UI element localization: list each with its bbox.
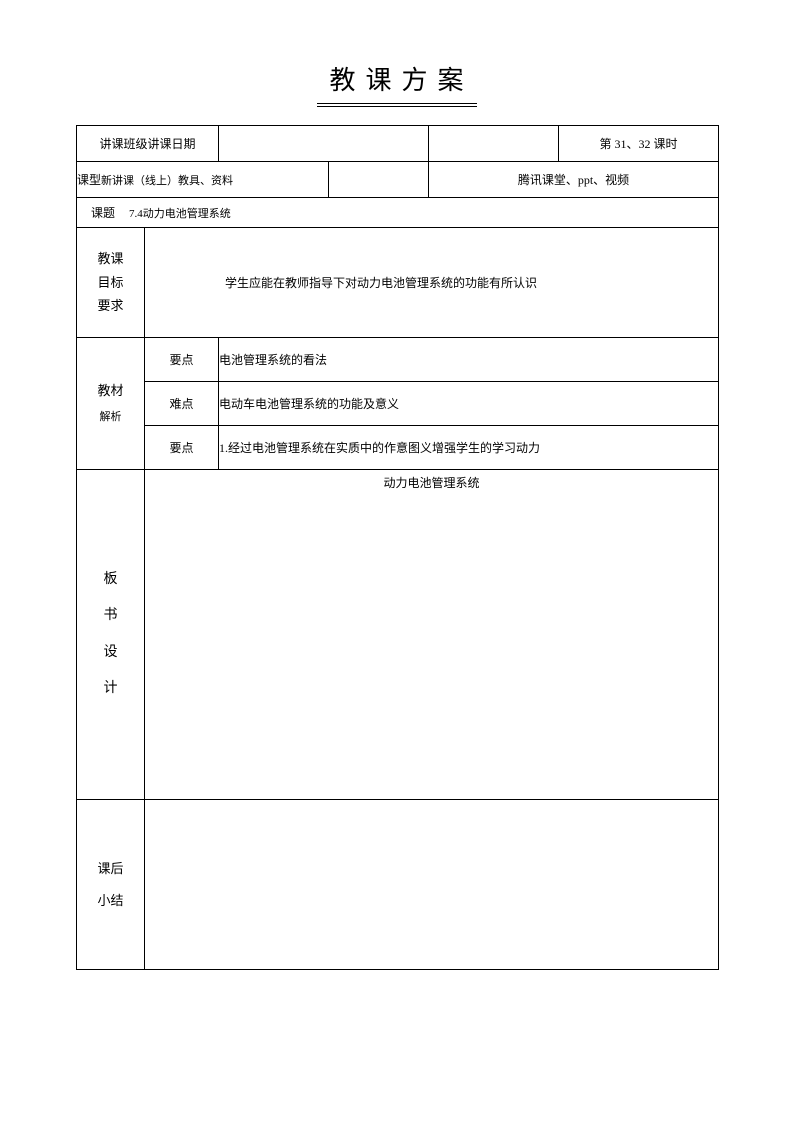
- objective-label: 教课 目标 要求: [77, 228, 145, 338]
- tools-empty: [329, 162, 429, 198]
- board-label-1: 板: [77, 562, 144, 598]
- keypoint-content-2: 1.经过电池管理系统在实质中的作意图义增强学生的学习动力: [219, 426, 719, 470]
- title-underline-2: [317, 106, 477, 107]
- table-row: 课题7.4动力电池管理系统: [77, 198, 719, 228]
- summary-content: [145, 800, 719, 970]
- board-label: 板 书 设 计: [77, 470, 145, 800]
- summary-label: 课后 小结: [77, 800, 145, 970]
- summary-label-2: 小结: [77, 885, 144, 916]
- table-row: 教材 解析 要点 电池管理系统的看法: [77, 338, 719, 382]
- analysis-label-1: 教材: [77, 382, 144, 400]
- lesson-type-text: 新讲课（线上）教具、资料: [101, 175, 233, 187]
- title-underline-1: [317, 103, 477, 104]
- table-row: 讲课班级讲课日期 第 31、32 课时: [77, 126, 719, 162]
- objective-label-1: 教课: [77, 247, 144, 270]
- board-text: 动力电池管理系统: [384, 476, 480, 490]
- board-label-2: 书: [77, 598, 144, 634]
- table-row: 难点 电动车电池管理系统的功能及意义: [77, 382, 719, 426]
- table-row: 要点 1.经过电池管理系统在实质中的作意图义增强学生的学习动力: [77, 426, 719, 470]
- tools-cell: 腾讯课堂、ppt、视频: [429, 162, 719, 198]
- board-content: 动力电池管理系统: [145, 470, 719, 800]
- lesson-plan-table: 讲课班级讲课日期 第 31、32 课时 课型新讲课（线上）教具、资料 腾讯课堂、…: [76, 125, 719, 970]
- board-label-4: 计: [77, 671, 144, 707]
- class-date-label: 讲课班级讲课日期: [77, 126, 219, 162]
- table-row: 教课 目标 要求 学生应能在教师指导下对动力电池管理系统的功能有所认识: [77, 228, 719, 338]
- objective-content: 学生应能在教师指导下对动力电池管理系统的功能有所认识: [145, 228, 719, 338]
- page-title: 教课方案: [313, 60, 479, 101]
- keypoint-label-1: 要点: [145, 338, 219, 382]
- class-date-value-1: [219, 126, 429, 162]
- table-row: 课型新讲课（线上）教具、资料 腾讯课堂、ppt、视频: [77, 162, 719, 198]
- period-cell: 第 31、32 课时: [559, 126, 719, 162]
- lesson-type-label: 课型: [77, 173, 101, 187]
- difficulty-content: 电动车电池管理系统的功能及意义: [219, 382, 719, 426]
- objective-text: 学生应能在教师指导下对动力电池管理系统的功能有所认识: [225, 276, 537, 290]
- table-row: 板 书 设 计 动力电池管理系统: [77, 470, 719, 800]
- topic-cell: 课题7.4动力电池管理系统: [77, 198, 719, 228]
- topic-text: 7.4动力电池管理系统: [129, 208, 231, 220]
- objective-label-3: 要求: [77, 294, 144, 317]
- keypoint-content-1: 电池管理系统的看法: [219, 338, 719, 382]
- analysis-label-2: 解析: [77, 400, 144, 425]
- class-date-value-2: [429, 126, 559, 162]
- board-label-3: 设: [77, 635, 144, 671]
- page-title-wrap: 教课方案: [76, 60, 717, 107]
- table-row: 课后 小结: [77, 800, 719, 970]
- summary-label-1: 课后: [77, 853, 144, 884]
- analysis-label: 教材 解析: [77, 338, 145, 470]
- difficulty-label: 难点: [145, 382, 219, 426]
- topic-label: 课题: [77, 204, 129, 221]
- keypoint-label-2: 要点: [145, 426, 219, 470]
- objective-label-2: 目标: [77, 271, 144, 294]
- lesson-type-cell: 课型新讲课（线上）教具、资料: [77, 162, 329, 198]
